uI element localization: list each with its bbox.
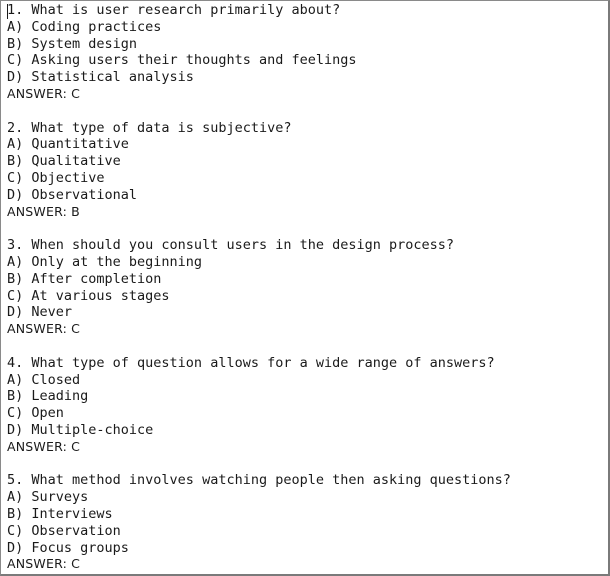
answer-option: C) Observation bbox=[7, 522, 121, 539]
question-block: 3. When should you consult users in the … bbox=[7, 237, 608, 338]
answer-option: A) Coding practices bbox=[7, 18, 162, 35]
blank-line bbox=[7, 103, 608, 120]
answer-option: A) Quantitative bbox=[7, 136, 129, 153]
answer-key: ANSWER: C bbox=[7, 438, 81, 454]
answer-option: C) At various stages bbox=[7, 287, 170, 304]
text-cursor bbox=[7, 4, 8, 19]
answer-option: B) Interviews bbox=[7, 505, 113, 522]
question-block: 4. What type of question allows for a wi… bbox=[7, 355, 608, 456]
answer-option: D) Focus groups bbox=[7, 539, 129, 556]
blank-line bbox=[7, 338, 608, 355]
blank-line bbox=[7, 220, 608, 237]
answer-option: C) Open bbox=[7, 405, 64, 422]
answer-key: ANSWER: C bbox=[7, 556, 81, 572]
question-block: 1. What is user research primarily about… bbox=[7, 2, 608, 103]
answer-option: B) After completion bbox=[7, 270, 162, 287]
answer-option: D) Observational bbox=[7, 186, 138, 203]
question-block: 5. What method involves watching people … bbox=[7, 472, 608, 573]
answer-option: C) Asking users their thoughts and feeli… bbox=[7, 52, 357, 69]
question-stem: 3. When should you consult users in the … bbox=[7, 237, 455, 254]
answer-key: ANSWER: B bbox=[7, 203, 80, 219]
question-stem: 4. What type of question allows for a wi… bbox=[7, 354, 495, 371]
question-stem: 2. What type of data is subjective? bbox=[7, 119, 292, 136]
answer-option: A) Closed bbox=[7, 371, 81, 388]
answer-option: A) Only at the beginning bbox=[7, 253, 203, 270]
answer-option: B) System design bbox=[7, 35, 138, 52]
answer-option: A) Surveys bbox=[7, 489, 89, 506]
question-block: 2. What type of data is subjective? A) Q… bbox=[7, 120, 608, 221]
answer-option: D) Multiple-choice bbox=[7, 421, 154, 438]
answer-option: B) Qualitative bbox=[7, 153, 121, 170]
answer-option: C) Objective bbox=[7, 169, 105, 186]
answer-option: D) Never bbox=[7, 304, 73, 321]
answer-key: ANSWER: C bbox=[7, 321, 81, 337]
question-stem: 1. What is user research primarily about… bbox=[7, 2, 341, 18]
answer-key: ANSWER: C bbox=[7, 85, 81, 101]
answer-option: D) Statistical analysis bbox=[7, 69, 194, 86]
answer-option: B) Leading bbox=[7, 388, 89, 405]
blank-line bbox=[7, 456, 608, 473]
question-stem: 5. What method involves watching people … bbox=[7, 472, 511, 489]
